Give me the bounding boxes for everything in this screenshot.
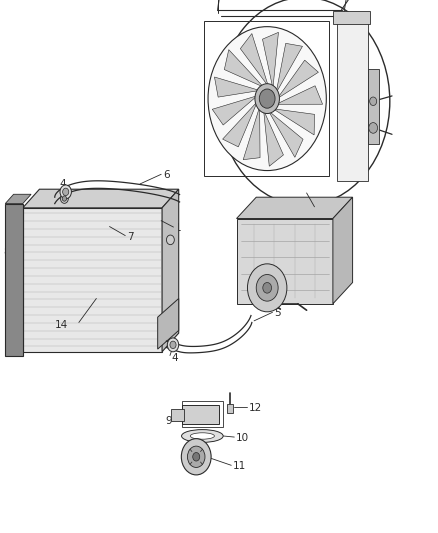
Circle shape [187,446,205,467]
Text: 4: 4 [172,353,178,362]
Polygon shape [162,189,179,352]
Ellipse shape [191,433,215,439]
Text: 12: 12 [249,403,262,413]
Circle shape [256,274,278,301]
Circle shape [193,453,200,461]
Polygon shape [273,109,314,135]
Polygon shape [333,11,370,24]
Polygon shape [182,405,219,424]
Polygon shape [215,77,260,97]
Text: 13: 13 [316,203,329,213]
Polygon shape [223,102,258,147]
Circle shape [369,123,378,133]
Polygon shape [224,50,264,87]
Circle shape [259,89,275,108]
Text: 6: 6 [163,171,170,180]
Circle shape [181,439,211,475]
Text: 1: 1 [175,223,182,233]
Circle shape [170,341,176,349]
Circle shape [263,282,272,293]
Circle shape [167,338,179,352]
Circle shape [60,185,71,199]
Circle shape [166,235,174,245]
Polygon shape [237,219,333,304]
Polygon shape [243,107,260,160]
Ellipse shape [182,430,223,442]
Circle shape [62,196,67,201]
Polygon shape [227,404,233,413]
Polygon shape [276,43,303,93]
Text: 10: 10 [236,433,249,443]
Polygon shape [333,197,353,304]
Text: 9: 9 [165,416,172,425]
Polygon shape [262,33,279,88]
Circle shape [219,0,390,205]
Polygon shape [212,95,258,125]
Text: 11: 11 [233,462,246,471]
Polygon shape [264,110,283,166]
Polygon shape [240,34,268,86]
Polygon shape [277,60,318,99]
Text: 7: 7 [127,232,134,241]
Polygon shape [171,409,184,421]
Circle shape [60,193,68,204]
Polygon shape [237,197,353,219]
Circle shape [370,97,377,106]
Polygon shape [158,298,179,349]
Circle shape [63,188,69,196]
Polygon shape [5,204,23,356]
Polygon shape [5,195,31,204]
Polygon shape [276,86,323,104]
Text: 4: 4 [59,180,66,189]
Circle shape [255,84,279,114]
Text: 8: 8 [4,247,10,257]
Polygon shape [368,69,379,144]
Polygon shape [337,19,368,181]
Text: 5: 5 [274,309,281,318]
Polygon shape [23,189,179,208]
Circle shape [208,27,326,171]
Text: 14: 14 [55,320,68,329]
Circle shape [247,264,287,312]
Polygon shape [268,111,303,157]
Polygon shape [23,208,162,352]
